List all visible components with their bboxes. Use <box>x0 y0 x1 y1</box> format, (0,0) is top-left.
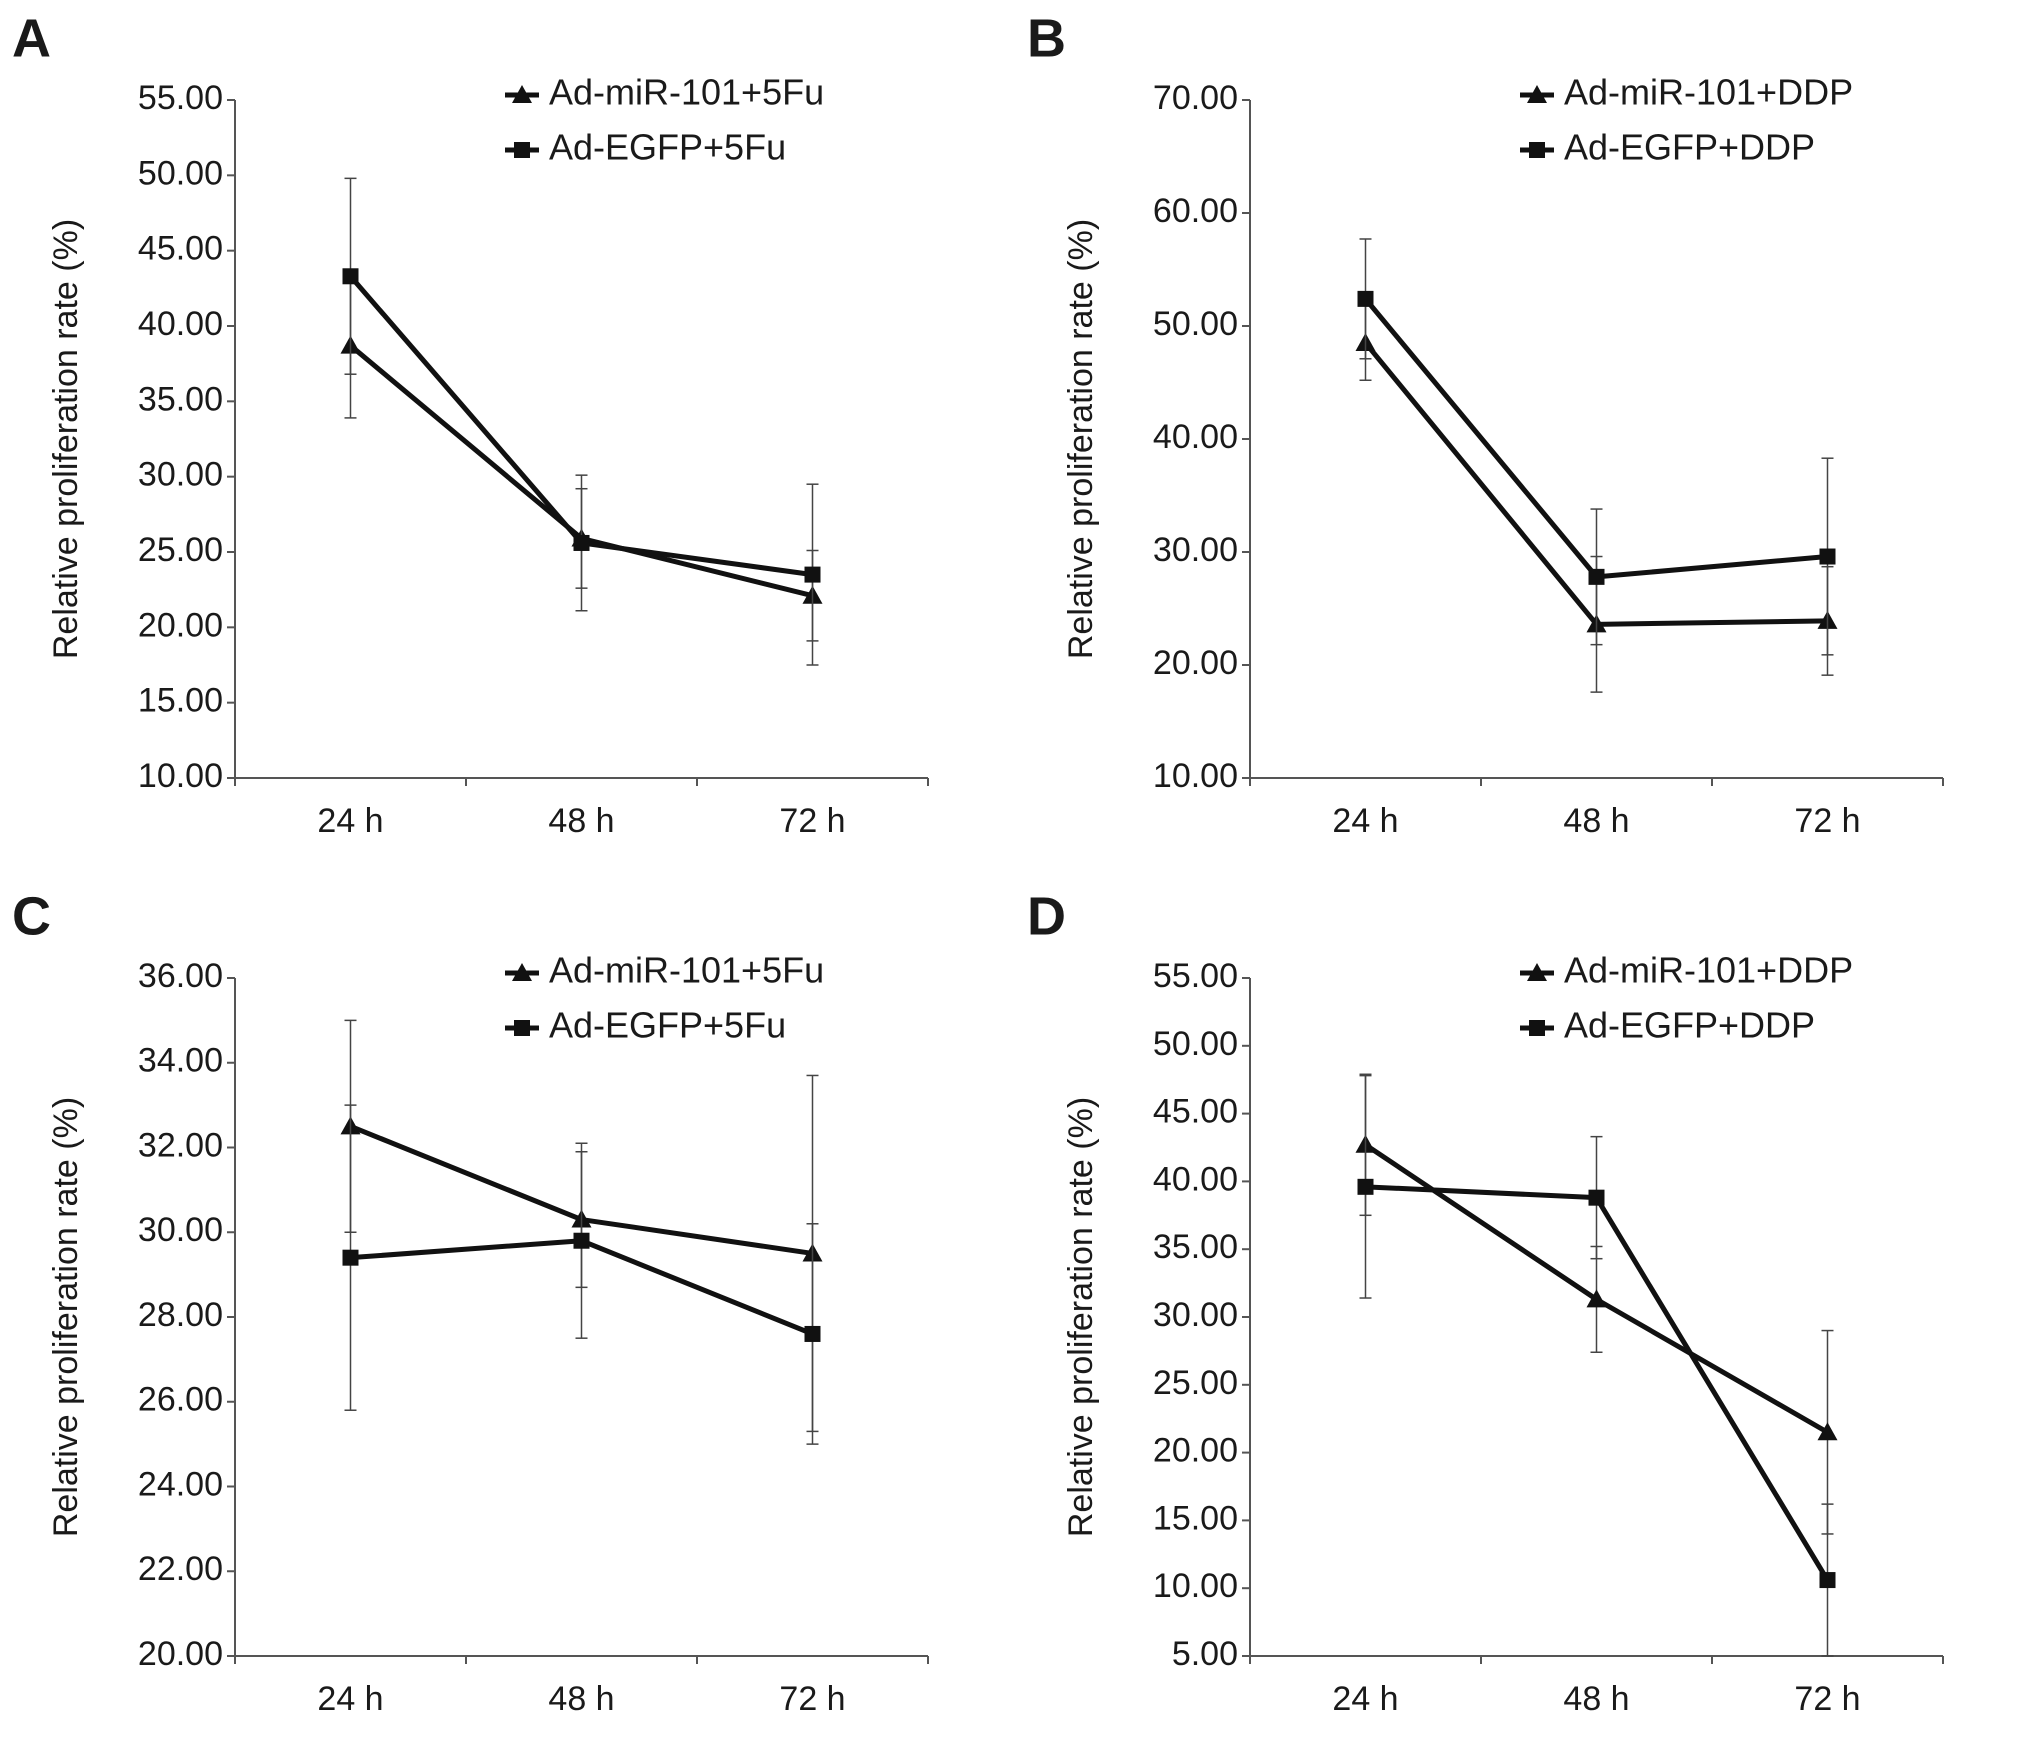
y-tick-label: 30.00 <box>1153 1296 1238 1334</box>
y-tick-label: 20.00 <box>1153 1432 1238 1470</box>
y-tick-label: 50.00 <box>1153 305 1238 343</box>
y-tick-label: 28.00 <box>138 1296 223 1334</box>
y-tick-label: 15.00 <box>138 682 223 720</box>
y-tick-label: 40.00 <box>1153 1160 1238 1198</box>
y-tick-label: 20.00 <box>138 1635 223 1673</box>
y-tick-label: 45.00 <box>138 230 223 268</box>
panel: D Relative proliferation rate (%) 5.00 10.0… <box>1027 886 1944 1718</box>
square-marker <box>514 1020 530 1036</box>
triangle-marker <box>512 85 532 103</box>
triangle-marker <box>1527 963 1547 981</box>
legend-label: Ad-EGFP+5Fu <box>549 1005 786 1046</box>
x-tick-label: 72 h <box>1794 1680 1860 1718</box>
square-marker <box>1588 1189 1605 1206</box>
square-marker <box>1357 1178 1374 1195</box>
triangle-marker <box>1817 1422 1838 1441</box>
square-marker <box>573 534 590 551</box>
y-tick-label: 26.00 <box>138 1381 223 1419</box>
y-tick-label: 20.00 <box>138 606 223 644</box>
square-marker <box>804 566 821 583</box>
square-marker <box>342 1249 359 1266</box>
y-tick-label: 25.00 <box>138 531 223 569</box>
legend-label: Ad-miR-101+DDP <box>1564 72 1853 113</box>
x-tick-label: 24 h <box>317 1680 383 1718</box>
triangle-marker <box>1527 85 1547 103</box>
x-tick-label: 72 h <box>779 802 845 840</box>
y-tick-label: 36.00 <box>138 957 223 995</box>
y-tick-label: 35.00 <box>1153 1228 1238 1266</box>
x-tick-label: 48 h <box>1563 1680 1629 1718</box>
square-marker <box>514 142 530 158</box>
x-tick-label: 72 h <box>1794 802 1860 840</box>
square-marker <box>342 268 359 285</box>
y-tick-label: 32.00 <box>138 1126 223 1164</box>
triangle-marker <box>512 963 532 981</box>
y-tick-label: 70.00 <box>1153 79 1238 117</box>
y-tick-label: 30.00 <box>1153 531 1238 569</box>
panel: A Relative proliferation rate (%) 10.00 15.… <box>12 8 929 840</box>
y-tick-label: 5.00 <box>1172 1635 1238 1673</box>
y-axis-title: Relative proliferation rate (%) <box>47 219 85 659</box>
x-tick-label: 48 h <box>548 1680 614 1718</box>
triangle-marker <box>1586 1289 1607 1308</box>
legend-label: Ad-miR-101+DDP <box>1564 950 1853 991</box>
legend-label: Ad-EGFP+5Fu <box>549 127 786 168</box>
y-tick-label: 60.00 <box>1153 192 1238 230</box>
panel: C Relative proliferation rate (%) 20.00 22.… <box>12 886 929 1718</box>
y-tick-label: 20.00 <box>1153 644 1238 682</box>
y-tick-label: 25.00 <box>1153 1364 1238 1402</box>
x-tick-label: 48 h <box>548 802 614 840</box>
y-axis-title: Relative proliferation rate (%) <box>47 1097 85 1537</box>
y-axis-title: Relative proliferation rate (%) <box>1062 219 1100 659</box>
y-axis-title: Relative proliferation rate (%) <box>1062 1097 1100 1537</box>
x-tick-label: 24 h <box>1332 802 1398 840</box>
square-marker <box>573 1232 590 1249</box>
legend-label: Ad-miR-101+5Fu <box>549 72 824 113</box>
x-tick-label: 24 h <box>317 802 383 840</box>
square-marker <box>1819 548 1836 565</box>
y-tick-label: 22.00 <box>138 1550 223 1588</box>
square-marker <box>1357 290 1374 307</box>
legend-label: Ad-miR-101+5Fu <box>549 950 824 991</box>
y-tick-label: 55.00 <box>138 79 223 117</box>
square-marker <box>1588 568 1605 585</box>
panel-label: A <box>12 8 51 68</box>
y-tick-label: 30.00 <box>138 1211 223 1249</box>
y-tick-label: 10.00 <box>1153 1567 1238 1605</box>
x-tick-label: 48 h <box>1563 802 1629 840</box>
square-marker <box>804 1325 821 1342</box>
y-tick-label: 40.00 <box>138 305 223 343</box>
y-tick-label: 40.00 <box>1153 418 1238 456</box>
x-tick-label: 24 h <box>1332 1680 1398 1718</box>
y-tick-label: 24.00 <box>138 1465 223 1503</box>
square-marker <box>1819 1572 1836 1589</box>
y-tick-label: 30.00 <box>138 456 223 494</box>
y-tick-label: 15.00 <box>1153 1499 1238 1537</box>
y-tick-label: 50.00 <box>138 154 223 192</box>
panel-label: D <box>1027 886 1066 946</box>
y-tick-label: 10.00 <box>138 757 223 795</box>
y-tick-label: 55.00 <box>1153 957 1238 995</box>
y-tick-label: 50.00 <box>1153 1025 1238 1063</box>
y-tick-label: 34.00 <box>138 1042 223 1080</box>
panel-label: B <box>1027 8 1066 68</box>
y-tick-label: 35.00 <box>138 380 223 418</box>
square-marker <box>1529 142 1545 158</box>
legend-label: Ad-EGFP+DDP <box>1564 1005 1815 1046</box>
y-tick-label: 10.00 <box>1153 757 1238 795</box>
panel-label: C <box>12 886 51 946</box>
square-marker <box>1529 1020 1545 1036</box>
y-tick-label: 45.00 <box>1153 1093 1238 1131</box>
panel: B Relative proliferation rate (%) 10.00 20.… <box>1027 8 1944 840</box>
legend-label: Ad-EGFP+DDP <box>1564 127 1815 168</box>
x-tick-label: 72 h <box>779 1680 845 1718</box>
